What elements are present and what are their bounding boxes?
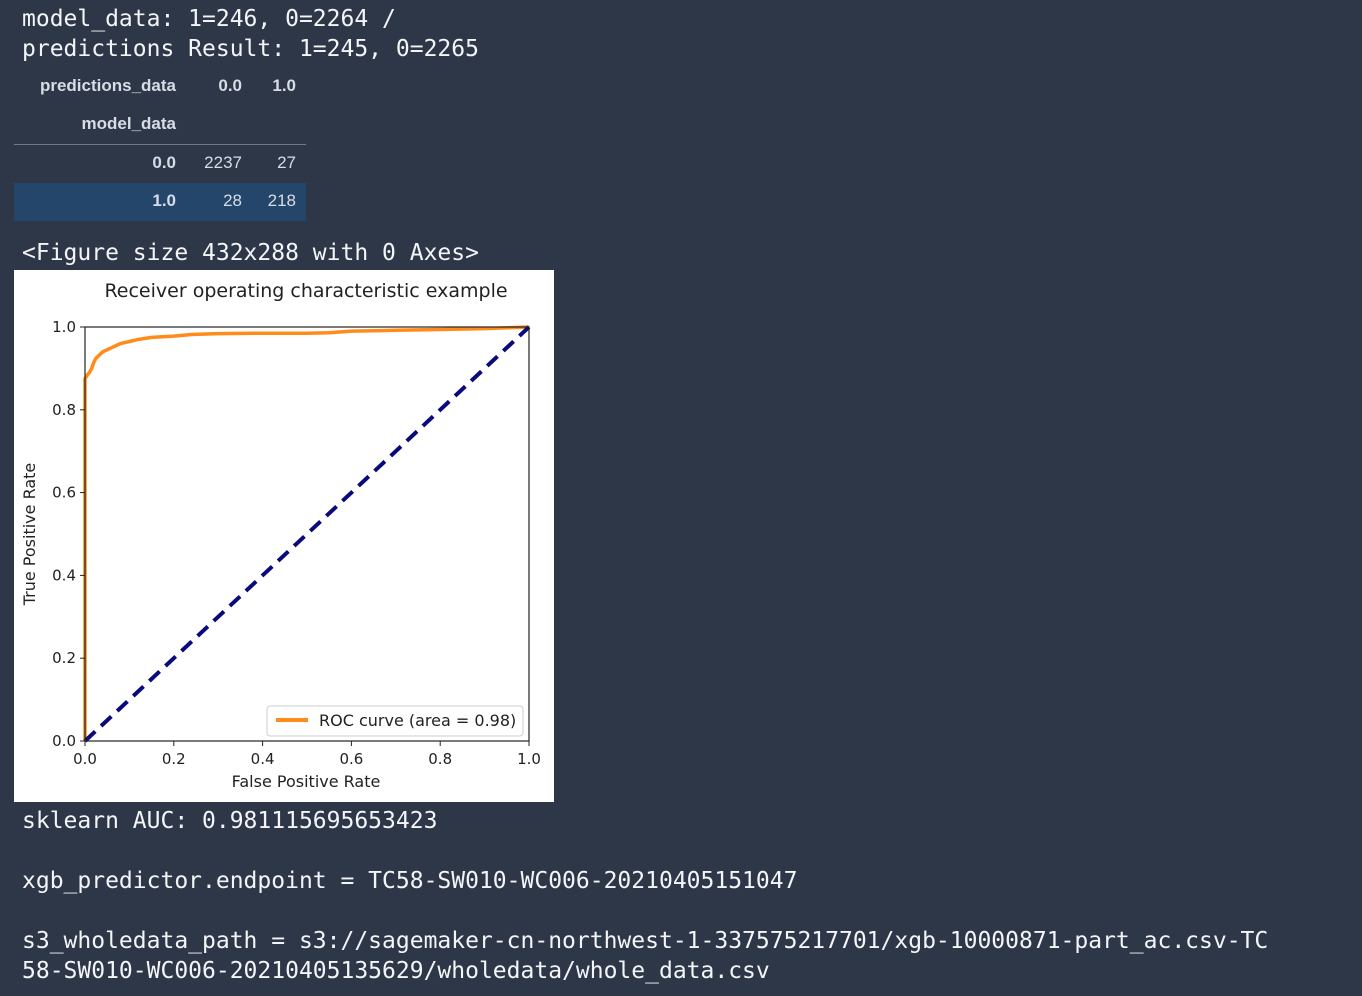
table-cell: 2237: [204, 153, 242, 172]
x-axis-label: False Positive Rate: [232, 772, 381, 791]
column-header-0: 0.0: [218, 76, 242, 95]
x-tick-label: 0.8: [428, 750, 452, 768]
crosstab-table: predictions_data 0.0 1.0 model_data 0.0 …: [14, 68, 306, 221]
axes-frame: [84, 326, 530, 742]
s3-path-line-1: s3_wholedata_path = s3://sagemaker-cn-no…: [22, 928, 1269, 954]
x-tick-label: 0.0: [73, 750, 97, 768]
row-label: 0.0: [152, 153, 176, 172]
table-cell: 28: [223, 191, 242, 210]
output-line-counts: model_data: 1=246, 0=2264 /: [22, 6, 396, 32]
column-header-1: 1.0: [272, 76, 296, 95]
roc-chart: Receiver operating characteristic exampl…: [14, 270, 554, 802]
y-tick-label: 0.6: [52, 484, 76, 502]
figure-size-text: <Figure size 432x288 with 0 Axes>: [22, 240, 479, 266]
x-tick-label: 1.0: [517, 750, 541, 768]
table-row: 0.0 2237 27: [14, 145, 306, 183]
endpoint-text: xgb_predictor.endpoint = TC58-SW010-WC00…: [22, 868, 798, 894]
chart-legend: ROC curve (area = 0.98): [266, 705, 524, 737]
s3-path-line-2: 58-SW010-WC006-20210405135629/wholedata/…: [22, 958, 770, 984]
table-row-highlighted: 1.0 28 218: [14, 183, 306, 221]
chance-diagonal-line: [83, 325, 531, 743]
y-tick-label: 0.8: [52, 401, 76, 419]
table-cell: 27: [277, 153, 296, 172]
y-tick-label: 1.0: [52, 318, 76, 336]
columns-name-label: predictions_data: [39, 76, 176, 95]
row-label: 1.0: [152, 191, 176, 210]
x-tick-label: 0.6: [339, 750, 363, 768]
table-cell: 218: [267, 191, 296, 210]
y-tick-label: 0.4: [52, 566, 76, 584]
roc-chart-svg: Receiver operating characteristic exampl…: [20, 280, 541, 791]
table-divider: [14, 144, 306, 145]
auc-text: sklearn AUC: 0.981115695653423: [22, 808, 438, 834]
x-tick-label: 0.4: [251, 750, 275, 768]
crosstab-index-row: model_data: [14, 106, 306, 144]
crosstab-header-row: predictions_data 0.0 1.0: [14, 68, 306, 106]
legend-label-roc: ROC curve (area = 0.98): [319, 711, 516, 730]
chart-title: Receiver operating characteristic exampl…: [104, 280, 507, 302]
y-axis-label: True Positive Rate: [20, 463, 39, 607]
roc-curve-line: [83, 325, 530, 741]
output-line-predictions: predictions Result: 1=245, 0=2265: [22, 36, 479, 62]
x-tick-label: 0.2: [162, 750, 186, 768]
y-tick-label: 0.2: [52, 649, 76, 667]
legend-box: [266, 705, 524, 737]
index-name-label: model_data: [81, 114, 176, 133]
y-tick-label: 0.0: [52, 732, 76, 750]
